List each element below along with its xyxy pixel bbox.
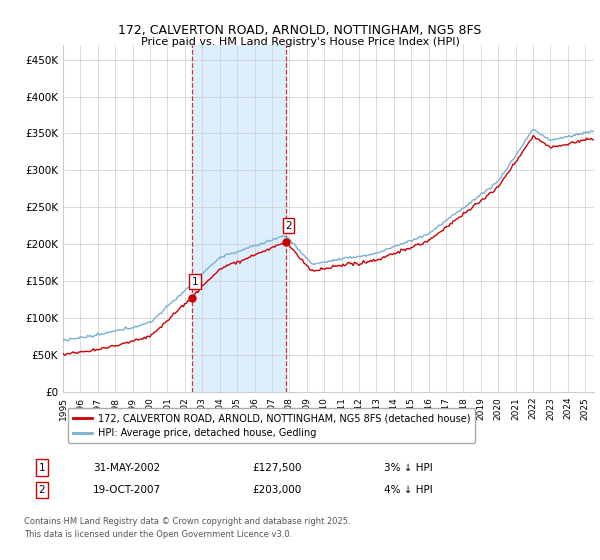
Text: 31-MAY-2002: 31-MAY-2002	[93, 463, 160, 473]
Text: 172, CALVERTON ROAD, ARNOLD, NOTTINGHAM, NG5 8FS: 172, CALVERTON ROAD, ARNOLD, NOTTINGHAM,…	[118, 24, 482, 38]
Text: £203,000: £203,000	[252, 485, 301, 495]
Text: This data is licensed under the Open Government Licence v3.0.: This data is licensed under the Open Gov…	[24, 530, 292, 539]
Text: Price paid vs. HM Land Registry's House Price Index (HPI): Price paid vs. HM Land Registry's House …	[140, 37, 460, 47]
Text: 2: 2	[285, 221, 292, 231]
Text: 19-OCT-2007: 19-OCT-2007	[93, 485, 161, 495]
Text: 4% ↓ HPI: 4% ↓ HPI	[384, 485, 433, 495]
Text: 1: 1	[38, 463, 46, 473]
Text: 1: 1	[191, 277, 198, 287]
Text: 3% ↓ HPI: 3% ↓ HPI	[384, 463, 433, 473]
Bar	[192, 45, 286, 392]
Text: Contains HM Land Registry data © Crown copyright and database right 2025.: Contains HM Land Registry data © Crown c…	[24, 517, 350, 526]
Text: 2: 2	[38, 485, 46, 495]
Legend: 172, CALVERTON ROAD, ARNOLD, NOTTINGHAM, NG5 8FS (detached house), HPI: Average : 172, CALVERTON ROAD, ARNOLD, NOTTINGHAM,…	[68, 408, 475, 443]
Text: £127,500: £127,500	[252, 463, 302, 473]
